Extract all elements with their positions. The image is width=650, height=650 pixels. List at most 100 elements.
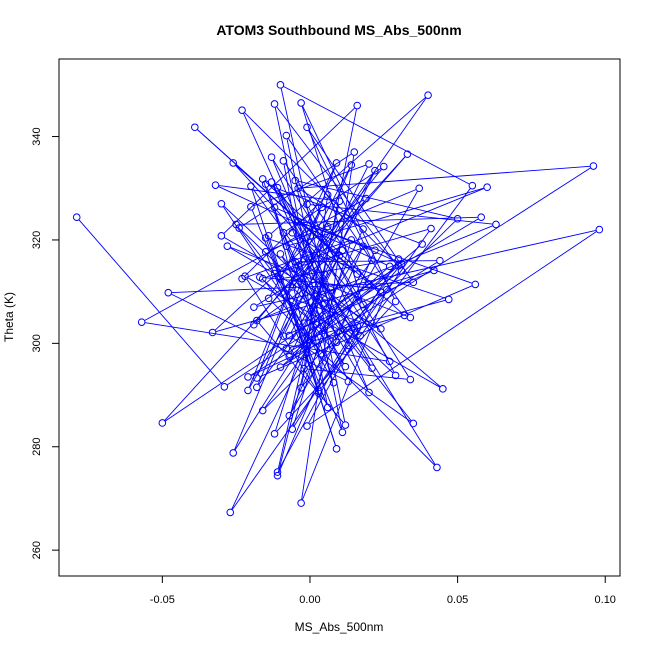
data-point [315, 389, 323, 398]
data-point [211, 181, 220, 189]
data-point [217, 232, 226, 240]
data-point [329, 378, 338, 387]
plot-frame [58, 58, 621, 577]
y-tick-label: 280 [31, 438, 43, 456]
data-point [403, 150, 412, 158]
series-segment [262, 279, 335, 341]
series-segment [235, 165, 362, 303]
data-point [300, 334, 308, 343]
series-segment [257, 166, 336, 375]
data-point [415, 184, 424, 193]
data-point [253, 374, 261, 382]
series-segment [273, 160, 409, 377]
series-segment [301, 165, 590, 189]
data-point [294, 218, 302, 226]
series-segment [290, 201, 365, 333]
series-segment [230, 247, 322, 302]
series-segment [249, 173, 374, 388]
data-point [433, 463, 441, 472]
data-point [335, 251, 344, 260]
series-segment [268, 184, 419, 244]
series-line [78, 86, 597, 510]
x-tick-label: 0.00 [299, 594, 320, 606]
data-point [315, 387, 323, 396]
series-segment [171, 293, 346, 381]
data-point [406, 375, 415, 384]
series-segment [237, 227, 344, 365]
data-point [471, 280, 480, 289]
data-point [439, 385, 447, 393]
series-segment [278, 328, 356, 470]
data-point [409, 419, 418, 428]
series-segment [281, 165, 336, 276]
data-point [291, 176, 300, 185]
series-segment [234, 229, 327, 450]
data-point [303, 123, 311, 132]
series-segment [287, 249, 368, 390]
series-segment [259, 225, 493, 320]
data-point [332, 445, 341, 453]
data-point [341, 421, 350, 429]
data-point [444, 295, 453, 304]
data-point [368, 256, 376, 264]
series-segment [231, 232, 362, 510]
series-segment [307, 299, 446, 339]
data-point [323, 403, 332, 412]
data-point [400, 311, 409, 320]
y-tick-label: 300 [31, 334, 43, 352]
series-segment [244, 197, 326, 277]
data-point [285, 331, 294, 340]
data-point [303, 422, 311, 430]
series-segment [278, 190, 330, 285]
data-point [303, 200, 311, 209]
x-axis-label: MS_Abs_500nm [295, 620, 384, 634]
series-segment [144, 199, 364, 321]
data-point [332, 338, 341, 347]
data-point [297, 384, 305, 392]
data-point [492, 220, 500, 229]
data-point [359, 242, 367, 250]
series-segment [308, 130, 371, 258]
data-point [424, 91, 432, 99]
data-point [365, 280, 373, 288]
series-segment [145, 322, 387, 362]
data-point [158, 419, 167, 427]
data-point [229, 159, 238, 167]
data-point [264, 232, 273, 240]
y-tick-label: 340 [31, 127, 43, 145]
data-point [72, 213, 81, 222]
data-point [137, 318, 146, 326]
data-point [294, 184, 302, 193]
data-point [371, 246, 379, 255]
data-point [253, 383, 261, 392]
data-point [223, 242, 232, 250]
series-segment [307, 368, 407, 380]
series-segment [301, 106, 363, 302]
data-point [377, 325, 385, 333]
data-point [377, 288, 385, 296]
series-segment [265, 188, 484, 278]
data-point [270, 100, 279, 108]
data-point [282, 242, 291, 250]
data-point [191, 123, 199, 132]
series-segment [254, 164, 366, 207]
data-point [247, 182, 255, 190]
data-point [273, 471, 282, 480]
series-segment [264, 220, 456, 409]
y-axis-label: Theta (K) [2, 292, 16, 342]
data-point [226, 508, 235, 517]
data-point [288, 283, 297, 291]
data-point [436, 256, 444, 265]
data-point [164, 288, 173, 297]
data-point [285, 352, 294, 361]
data-point [371, 166, 379, 175]
data-point [317, 349, 326, 358]
series-segment [278, 253, 374, 473]
data-point [244, 373, 252, 381]
series-segment [298, 260, 437, 263]
data-point [267, 153, 276, 162]
data-point [430, 266, 438, 275]
data-point [273, 468, 282, 476]
data-point [350, 148, 359, 156]
